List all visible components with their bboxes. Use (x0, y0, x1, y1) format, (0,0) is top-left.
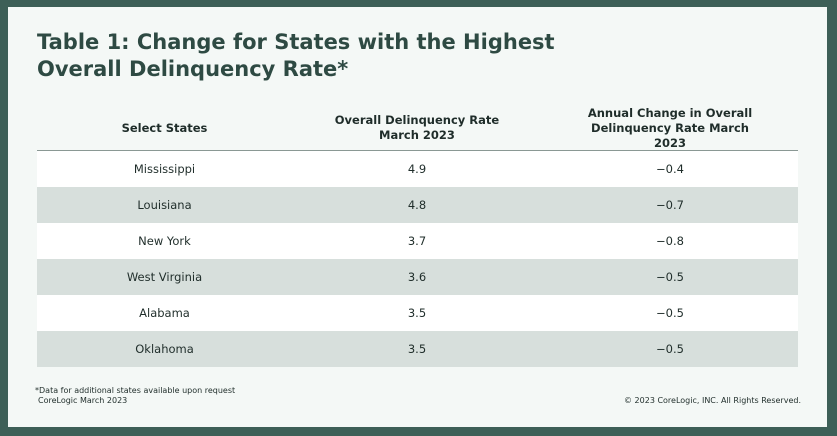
column-header-change: Annual Change in Overall Delinquency Rat… (587, 105, 753, 150)
header-divider (37, 150, 798, 151)
table-row: Oklahoma 3.5 −0.5 (37, 331, 798, 367)
change-cell: −0.5 (656, 342, 684, 356)
footnote-source: CoreLogic March 2023 (38, 396, 128, 405)
rate-cell: 4.8 (407, 198, 427, 212)
table-row: West Virginia 3.6 −0.5 (37, 259, 798, 295)
rate-cell: 4.9 (407, 162, 427, 176)
change-cell: −0.5 (656, 270, 684, 284)
state-cell: Oklahoma (135, 342, 194, 356)
column-header-rate: Overall Delinquency Rate March 2023 (334, 113, 500, 142)
table-title: Table 1: Change for States with the High… (37, 30, 555, 81)
copyright-notice: © 2023 CoreLogic, INC. All Rights Reserv… (624, 396, 801, 405)
state-cell: New York (138, 234, 191, 248)
table-row: Mississippi 4.9 −0.4 (37, 151, 798, 187)
state-cell: Mississippi (133, 162, 196, 176)
table-card: Table 1: Change for States with the High… (8, 7, 827, 427)
change-cell: −0.5 (656, 306, 684, 320)
footnote-note: *Data for additional states available up… (35, 386, 236, 395)
change-cell: −0.4 (656, 162, 684, 176)
state-cell: Louisiana (137, 198, 192, 212)
table-row: New York 3.7 −0.8 (37, 223, 798, 259)
table-body: Mississippi 4.9 −0.4 Louisiana 4.8 −0.7 … (37, 151, 798, 367)
state-cell: West Virginia (126, 270, 203, 284)
change-cell: −0.8 (656, 234, 684, 248)
rate-cell: 3.5 (407, 306, 427, 320)
footnote: *Data for additional states available up… (35, 386, 235, 406)
rate-cell: 3.5 (407, 342, 427, 356)
column-header-state: Select States (121, 120, 208, 135)
table-header: Select States Overall Delinquency Rate M… (37, 105, 798, 150)
rate-cell: 3.6 (407, 270, 427, 284)
state-cell: Alabama (139, 306, 190, 320)
table-row: Alabama 3.5 −0.5 (37, 295, 798, 331)
rate-cell: 3.7 (407, 234, 427, 248)
change-cell: −0.7 (656, 198, 684, 212)
table-row: Louisiana 4.8 −0.7 (37, 187, 798, 223)
